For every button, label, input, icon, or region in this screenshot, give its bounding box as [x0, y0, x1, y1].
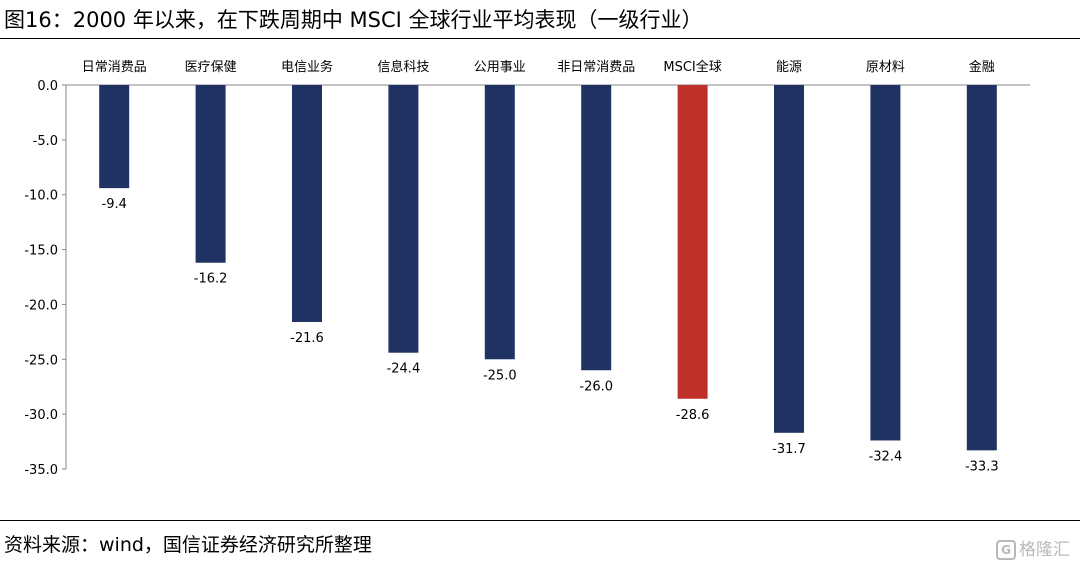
bar [484, 85, 515, 360]
y-tick-label: -30.0 [24, 408, 58, 423]
watermark: G 格隆汇 [996, 536, 1070, 564]
bar [870, 85, 901, 441]
category-label: 能源 [776, 60, 802, 75]
y-tick-label: 0.0 [37, 79, 58, 94]
y-tick-label: -20.0 [24, 298, 58, 313]
category-label: 金融 [969, 59, 995, 75]
bar-chart: 0.0 -5.0 -10.0 -15.0 -20.0 -25.0 -30.0 -35.0 日常… [24, 59, 1030, 478]
value-label: -25.0 [483, 368, 517, 383]
value-label: -31.7 [772, 442, 806, 457]
value-label: -32.4 [869, 449, 903, 464]
y-tick-label: -25.0 [24, 353, 58, 368]
value-label: -28.6 [676, 408, 710, 423]
bar [99, 85, 130, 189]
value-label: -9.4 [102, 197, 127, 212]
y-tick-label: -15.0 [24, 244, 58, 259]
bar [966, 85, 997, 451]
category-label: 电信业务 [281, 59, 333, 75]
bar [581, 85, 612, 371]
chart-bars [99, 85, 997, 451]
value-label: -24.4 [387, 362, 421, 377]
top-rule [0, 38, 1080, 39]
category-label: 公用事业 [474, 60, 526, 75]
value-label: -33.3 [965, 459, 999, 474]
chart-axes: 0.0 -5.0 -10.0 -15.0 -20.0 -25.0 -30.0 -35.0 [24, 79, 1030, 478]
y-tick-label: -10.0 [24, 189, 58, 204]
watermark-text: 格隆汇 [1019, 540, 1070, 560]
watermark-logo-icon: G [996, 540, 1016, 560]
bar [195, 85, 226, 263]
category-label: 医疗保健 [185, 60, 237, 75]
bar [292, 85, 322, 322]
bottom-rule [0, 520, 1080, 521]
category-label: 非日常消费品 [557, 60, 635, 75]
value-label: -21.6 [290, 331, 324, 346]
bar [677, 85, 708, 399]
value-label: -26.0 [579, 379, 613, 394]
category-label: MSCI全球 [663, 59, 721, 75]
value-label: -16.2 [194, 272, 228, 287]
y-tick-label: -35.0 [24, 463, 58, 478]
bar [774, 85, 804, 433]
category-label: 日常消费品 [82, 60, 147, 75]
chart-labels: 日常消费品 -9.4 医疗保健 -16.2 电信业务 -21.6 信息科技 -24.4 公用事业… [82, 59, 999, 474]
source-note: 资料来源：wind，国信证券经济研究所整理 [4, 534, 372, 556]
category-label: 信息科技 [377, 59, 429, 75]
y-tick-label: -5.0 [33, 134, 58, 149]
figure-title: 图16：2000 年以来，在下跌周期中 MSCI 全球行业平均表现（一级行业） [4, 8, 703, 32]
bar [388, 85, 419, 353]
category-label: 原材料 [866, 60, 905, 75]
